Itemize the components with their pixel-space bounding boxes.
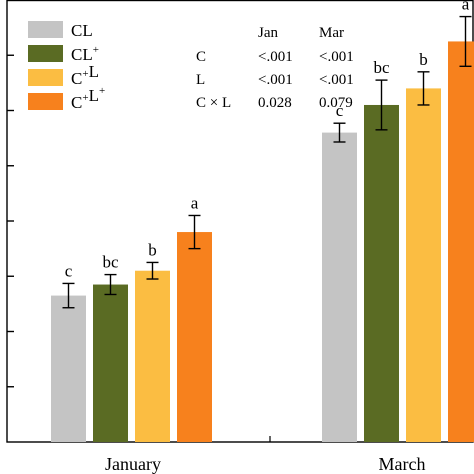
legend-label-text: L: [89, 62, 99, 81]
significance-letter: bc: [373, 58, 390, 77]
legend-label-superscript: +: [82, 92, 88, 104]
x-tick-label: March: [379, 454, 426, 474]
x-tick-label: January: [105, 454, 161, 474]
legend-swatch: [28, 45, 63, 62]
legend-swatch: [28, 93, 63, 110]
bar: [51, 295, 86, 442]
bar: [364, 104, 399, 442]
legend-label-text: C: [71, 93, 82, 112]
legend-label-text: C: [71, 69, 82, 88]
stats-row-label: L: [196, 72, 205, 88]
stats-cell: <.001: [319, 72, 354, 88]
bar: [448, 41, 474, 442]
legend-label: CL: [71, 21, 93, 40]
significance-letter: bc: [102, 253, 119, 272]
legend-label-superscript: +: [99, 85, 105, 97]
legend-label-superscript: +: [93, 44, 99, 56]
stats-row-label: C: [196, 49, 206, 65]
legend-label: CL+: [71, 44, 99, 64]
stats-cell: 0.028: [258, 95, 292, 111]
legend-label: C+L: [71, 62, 99, 88]
x-axis-labels: January March: [105, 454, 425, 474]
legend-label-text: CL: [71, 21, 93, 40]
bar: [135, 270, 170, 442]
legend-label: C+L+: [71, 85, 105, 112]
bar: [406, 88, 441, 443]
stats-cell: <.001: [319, 49, 354, 65]
bar: [93, 284, 128, 442]
significance-letter: c: [336, 101, 344, 120]
bars: c bc b a c bc b a: [51, 0, 474, 443]
legend-swatch: [28, 69, 63, 86]
stats-column-header: Mar: [319, 25, 344, 41]
significance-letter: b: [419, 50, 428, 69]
legend-label-text: CL: [71, 45, 93, 64]
stats-cell: 0.079: [319, 95, 353, 111]
stats-row-label: C × L: [196, 95, 231, 111]
bar: [177, 232, 212, 442]
legend-label-superscript: +: [82, 68, 88, 80]
bar: [322, 132, 357, 442]
stats-cell: <.001: [258, 72, 293, 88]
stats-column-header: Jan: [258, 25, 278, 41]
stats-table: Jan Mar C <.001 <.001 L <.001 <.001 C × L 0.028 0.…: [196, 25, 354, 111]
legend-label-text: L: [89, 86, 99, 105]
legend-swatch: [28, 21, 63, 38]
significance-letter: c: [65, 261, 73, 280]
significance-letter: a: [191, 193, 199, 212]
stats-cell: <.001: [258, 49, 293, 65]
significance-letter: a: [462, 0, 470, 14]
significance-letter: b: [148, 240, 157, 259]
